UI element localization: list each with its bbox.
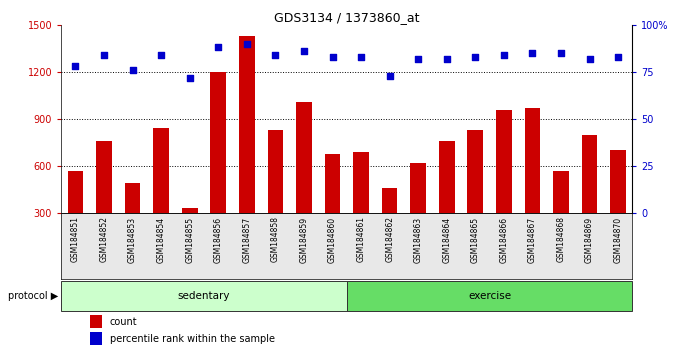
Bar xyxy=(239,36,255,260)
Title: GDS3134 / 1373860_at: GDS3134 / 1373860_at xyxy=(274,11,420,24)
Text: exercise: exercise xyxy=(468,291,511,301)
Point xyxy=(613,54,624,59)
Text: GSM184864: GSM184864 xyxy=(442,216,452,263)
Point xyxy=(241,41,252,46)
Text: GSM184860: GSM184860 xyxy=(328,216,337,263)
Text: protocol ▶: protocol ▶ xyxy=(7,291,58,301)
Bar xyxy=(210,72,226,260)
Bar xyxy=(324,154,341,260)
Bar xyxy=(553,171,569,260)
Bar xyxy=(467,130,483,260)
Bar xyxy=(124,183,141,260)
Bar xyxy=(439,141,455,260)
Point xyxy=(99,52,109,58)
Text: GSM184865: GSM184865 xyxy=(471,216,480,263)
Point xyxy=(584,56,595,62)
Point xyxy=(470,54,481,59)
Text: count: count xyxy=(109,317,137,327)
Text: GSM184869: GSM184869 xyxy=(585,216,594,263)
Point xyxy=(527,50,538,56)
Point xyxy=(213,45,224,50)
Bar xyxy=(610,150,626,260)
Bar xyxy=(581,135,598,260)
Bar xyxy=(410,163,426,260)
Bar xyxy=(381,188,398,260)
Point xyxy=(498,52,509,58)
Bar xyxy=(96,141,112,260)
Point xyxy=(156,52,167,58)
Text: GSM184867: GSM184867 xyxy=(528,216,537,263)
Point xyxy=(127,67,138,73)
Text: GSM184862: GSM184862 xyxy=(385,216,394,262)
Text: GSM184853: GSM184853 xyxy=(128,216,137,263)
Bar xyxy=(61,281,347,311)
Text: GSM184863: GSM184863 xyxy=(413,216,423,263)
Text: GSM184854: GSM184854 xyxy=(156,216,166,263)
Text: GSM184851: GSM184851 xyxy=(71,216,80,262)
Point xyxy=(327,54,338,59)
Bar xyxy=(347,281,632,311)
Bar xyxy=(90,315,102,328)
Text: GSM184861: GSM184861 xyxy=(356,216,366,262)
Text: GSM184868: GSM184868 xyxy=(556,216,566,262)
Point xyxy=(70,63,81,69)
Text: GSM184866: GSM184866 xyxy=(499,216,509,263)
Bar xyxy=(267,130,284,260)
Text: GSM184870: GSM184870 xyxy=(613,216,623,263)
Text: GSM184855: GSM184855 xyxy=(185,216,194,263)
Text: percentile rank within the sample: percentile rank within the sample xyxy=(109,334,275,344)
Bar xyxy=(496,109,512,260)
Point xyxy=(184,75,195,80)
Point xyxy=(356,54,367,59)
Text: GSM184852: GSM184852 xyxy=(99,216,109,262)
Bar xyxy=(153,129,169,260)
Bar xyxy=(296,102,312,260)
Text: GSM184857: GSM184857 xyxy=(242,216,252,263)
Bar xyxy=(90,332,102,345)
Bar xyxy=(353,152,369,260)
Bar xyxy=(524,108,541,260)
Point xyxy=(299,48,309,54)
Text: GSM184856: GSM184856 xyxy=(214,216,223,263)
Text: sedentary: sedentary xyxy=(177,291,231,301)
Point xyxy=(441,56,452,62)
Point xyxy=(413,56,424,62)
Bar xyxy=(67,171,84,260)
Point xyxy=(384,73,395,79)
Point xyxy=(556,50,566,56)
Point xyxy=(270,52,281,58)
Text: GSM184859: GSM184859 xyxy=(299,216,309,263)
Bar xyxy=(182,209,198,260)
Text: GSM184858: GSM184858 xyxy=(271,216,280,262)
